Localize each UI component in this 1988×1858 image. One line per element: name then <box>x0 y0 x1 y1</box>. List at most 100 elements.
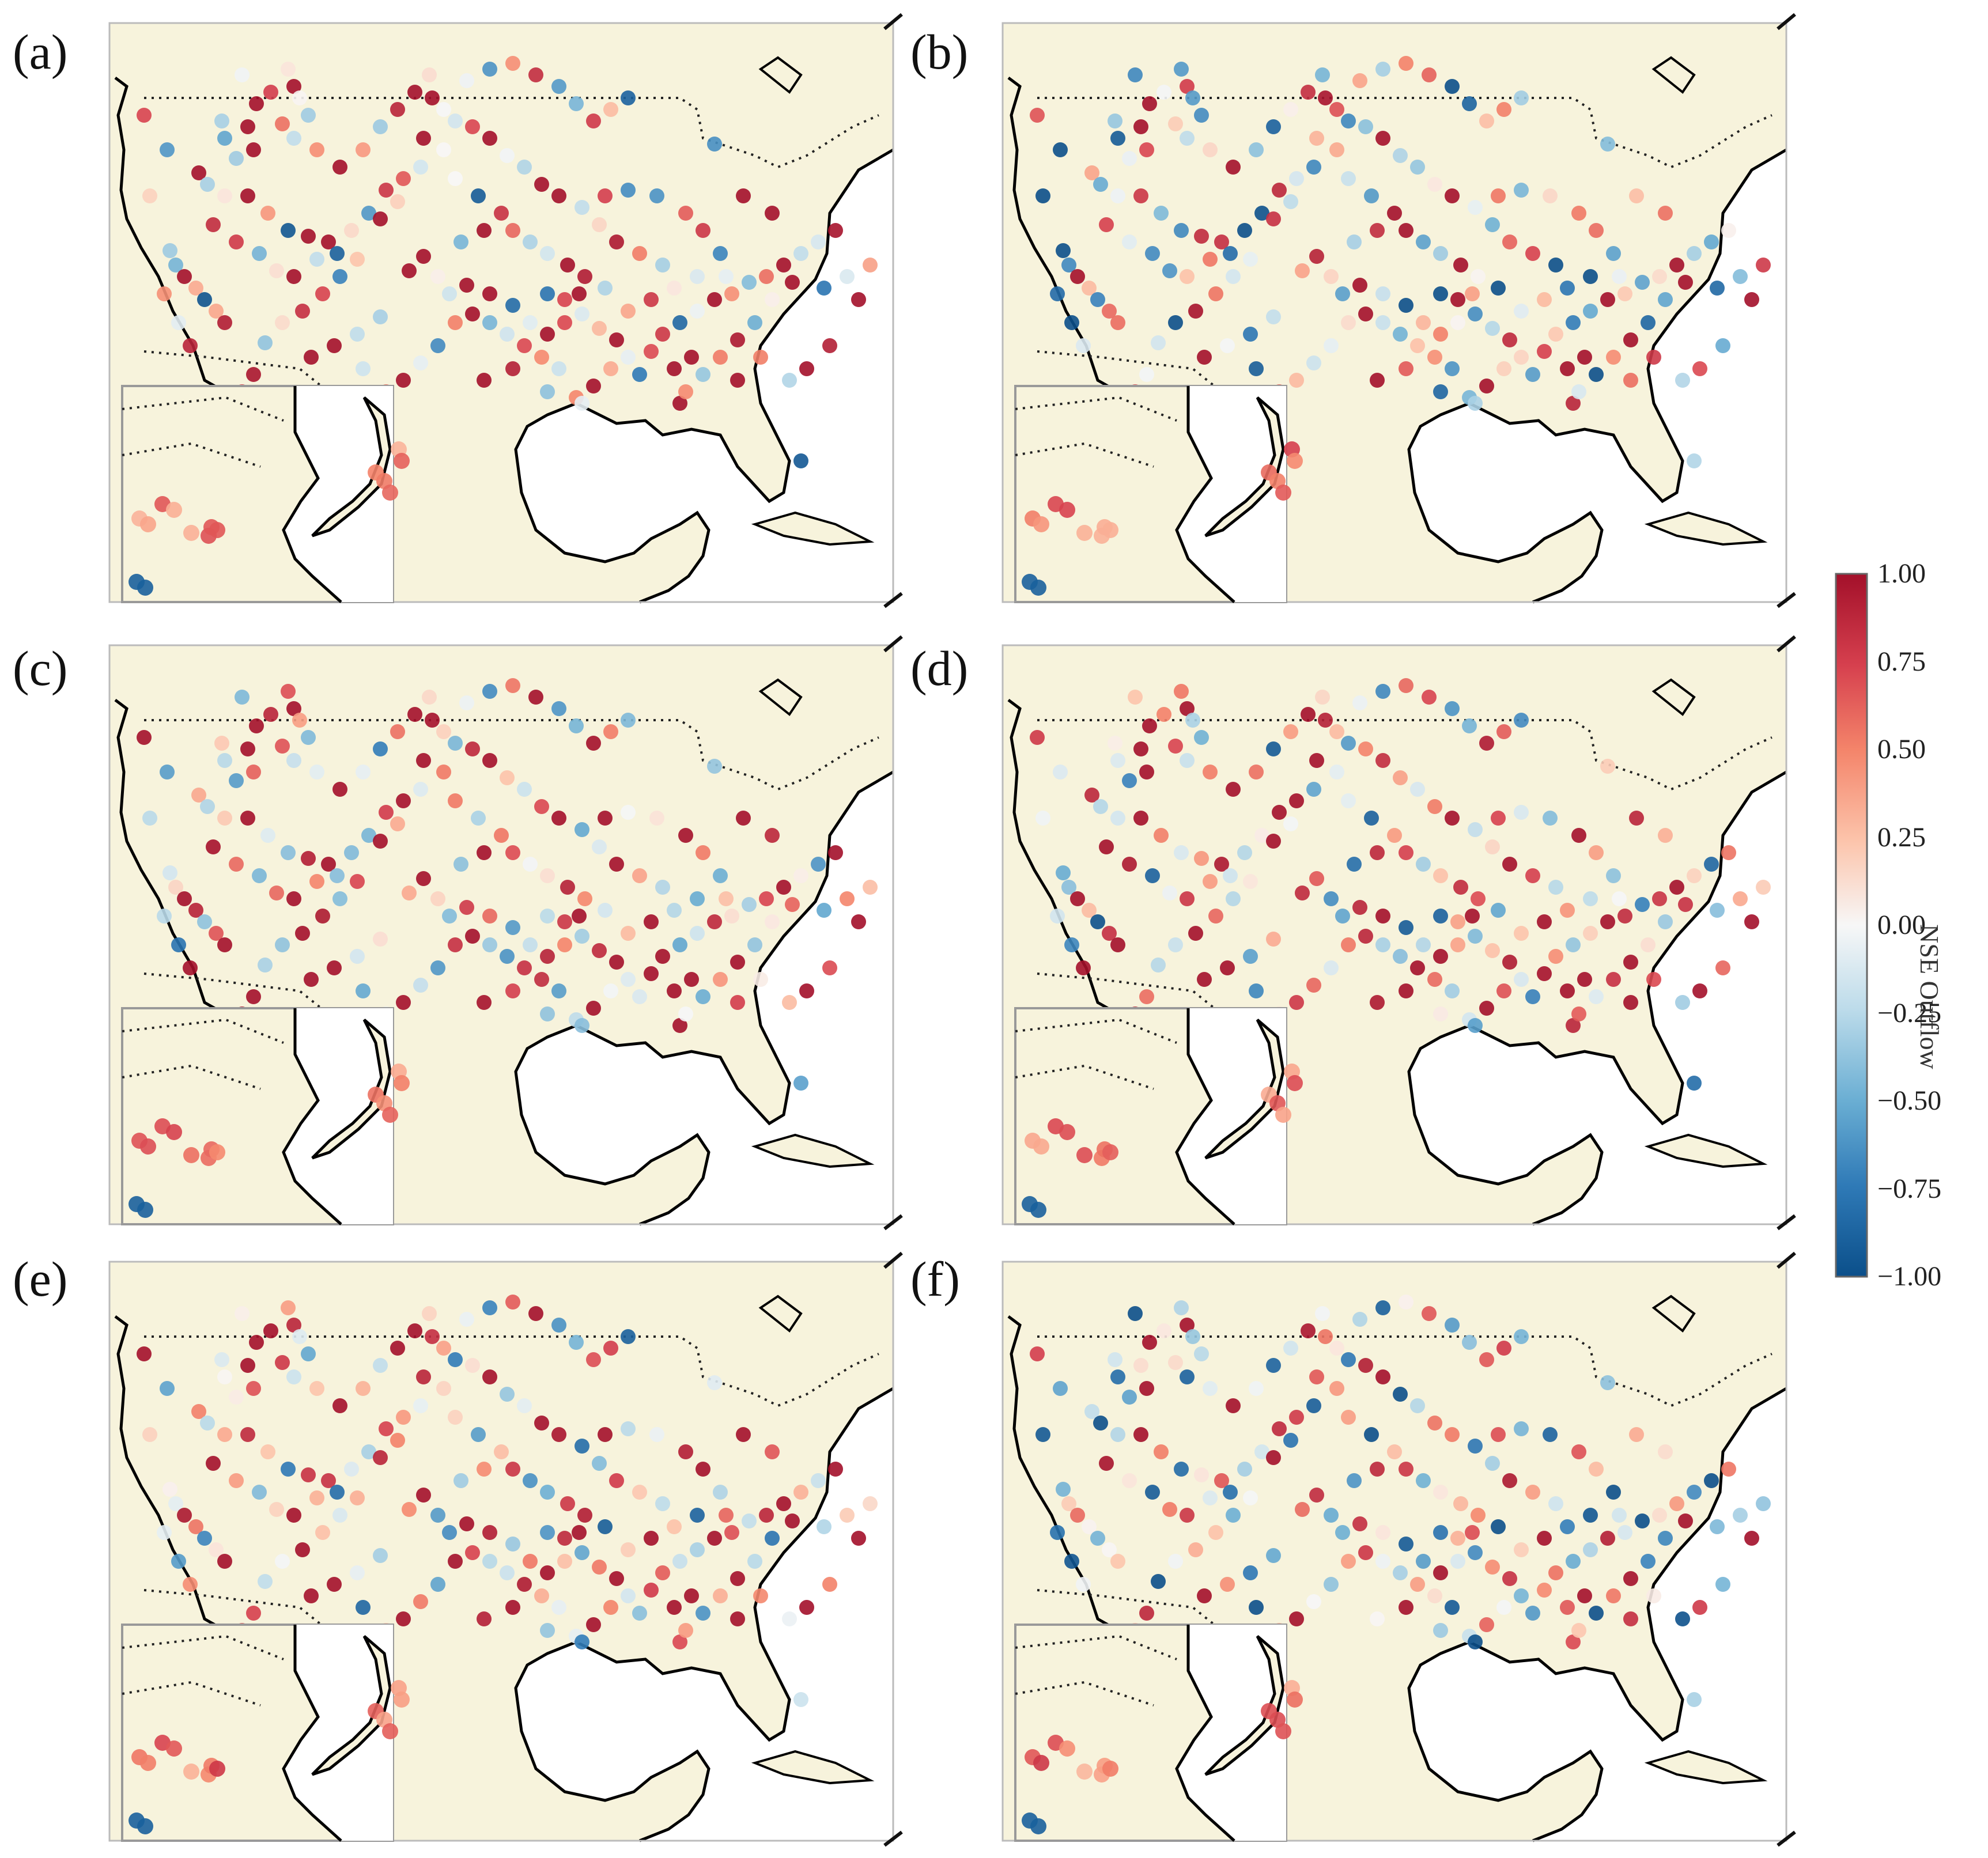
station-dot <box>1525 367 1540 382</box>
inset-station-dot <box>1059 502 1075 518</box>
station-dot <box>1577 1588 1592 1603</box>
station-dot <box>1450 292 1465 307</box>
station-dot <box>1295 263 1310 278</box>
station-dot <box>1102 304 1117 319</box>
station-dot <box>1053 142 1068 157</box>
station-dot <box>1194 1467 1209 1482</box>
station-dot <box>603 1600 618 1615</box>
station-dot <box>1180 1318 1195 1333</box>
station-dot <box>1433 868 1448 883</box>
station-dot <box>1352 900 1367 915</box>
panel-frame <box>108 644 894 1225</box>
inset-coast <box>1175 386 1235 603</box>
station-dot <box>459 1516 474 1531</box>
station-dot <box>1514 1542 1529 1557</box>
station-dot <box>1756 880 1771 895</box>
station-dot <box>707 137 722 152</box>
station-dot <box>1249 1381 1264 1396</box>
station-dot <box>1399 1600 1413 1615</box>
station-dot <box>1341 937 1356 952</box>
station-dot <box>191 165 206 180</box>
station-dot <box>1180 701 1195 716</box>
frame-tick <box>883 1214 903 1231</box>
station-dot <box>309 1490 324 1505</box>
station-dot <box>1064 1554 1079 1569</box>
station-dot <box>214 736 229 751</box>
station-dot <box>1249 765 1264 779</box>
station-dot <box>505 1537 520 1552</box>
station-dot <box>1102 1542 1117 1557</box>
station-dot <box>523 234 538 249</box>
station-dot <box>309 252 324 267</box>
station-dot <box>260 828 275 843</box>
station-dot <box>1445 701 1460 716</box>
station-dot <box>1479 379 1494 393</box>
station-dot <box>1145 868 1160 883</box>
station-dot <box>577 269 592 284</box>
station-dot <box>1090 914 1105 929</box>
station-dot <box>1410 160 1425 175</box>
station-dot <box>1254 1444 1269 1459</box>
inset-station-dot <box>382 1107 398 1123</box>
station-dot <box>560 258 575 273</box>
station-dot <box>1370 845 1385 860</box>
station-dot <box>551 811 566 826</box>
station-dot <box>275 1355 290 1370</box>
station-dot <box>258 958 273 972</box>
station-dot <box>528 1306 543 1321</box>
inset-station-dot <box>1275 1107 1291 1123</box>
station-dot <box>1471 269 1486 284</box>
station-dot <box>1669 1496 1684 1511</box>
station-dot <box>373 211 388 226</box>
station-dot <box>1375 1554 1390 1569</box>
station-dot <box>197 292 212 307</box>
station-dot <box>482 1300 497 1315</box>
station-dot <box>1341 113 1356 128</box>
station-dot <box>742 897 757 912</box>
station-dot <box>286 891 301 906</box>
station-dot <box>1272 805 1287 820</box>
station-dot <box>586 736 601 751</box>
station-dot <box>1180 131 1195 146</box>
station-dot <box>214 1352 229 1367</box>
station-dot <box>621 1421 636 1436</box>
station-dot <box>1128 67 1143 82</box>
station-dot <box>1445 79 1460 94</box>
station-dot <box>183 1577 198 1592</box>
station-dot <box>799 361 814 376</box>
station-dot <box>390 1341 405 1356</box>
station-dot <box>301 229 316 244</box>
station-dot <box>1721 845 1736 860</box>
station-dot <box>1416 315 1431 330</box>
station-dot <box>540 868 555 883</box>
station-dot <box>742 1513 757 1528</box>
inset-station-dot <box>183 1147 199 1163</box>
station-dot <box>249 96 264 111</box>
colorbar: 1.00 0.75 0.50 0.25 0.00 −0.25 −0.50 −0.75 −1.00… <box>1832 558 1988 1292</box>
station-dot <box>206 839 221 854</box>
station-dot <box>327 338 342 353</box>
station-dot <box>696 1462 710 1477</box>
station-dot <box>1623 955 1638 970</box>
station-dot <box>1635 1513 1650 1528</box>
station-dot <box>609 332 624 347</box>
station-dot <box>1485 217 1500 232</box>
station-dot <box>690 1542 705 1557</box>
inset-border <box>1015 1064 1154 1090</box>
inset-station-dot <box>137 1818 153 1834</box>
station-dot <box>1090 1531 1105 1546</box>
station-dot <box>1174 62 1189 77</box>
station-dot <box>672 937 687 952</box>
station-dot <box>1496 1341 1511 1356</box>
station-dot <box>1243 949 1258 964</box>
station-dot <box>696 989 710 1004</box>
station-dot <box>1335 909 1350 924</box>
station-dot <box>517 1398 532 1413</box>
station-dot <box>402 1502 417 1517</box>
station-dot <box>782 1611 797 1626</box>
station-dot <box>1266 932 1281 947</box>
frame-tick <box>883 592 903 608</box>
station-dot <box>416 871 431 886</box>
station-dot <box>1030 108 1045 123</box>
station-dot <box>330 246 345 261</box>
